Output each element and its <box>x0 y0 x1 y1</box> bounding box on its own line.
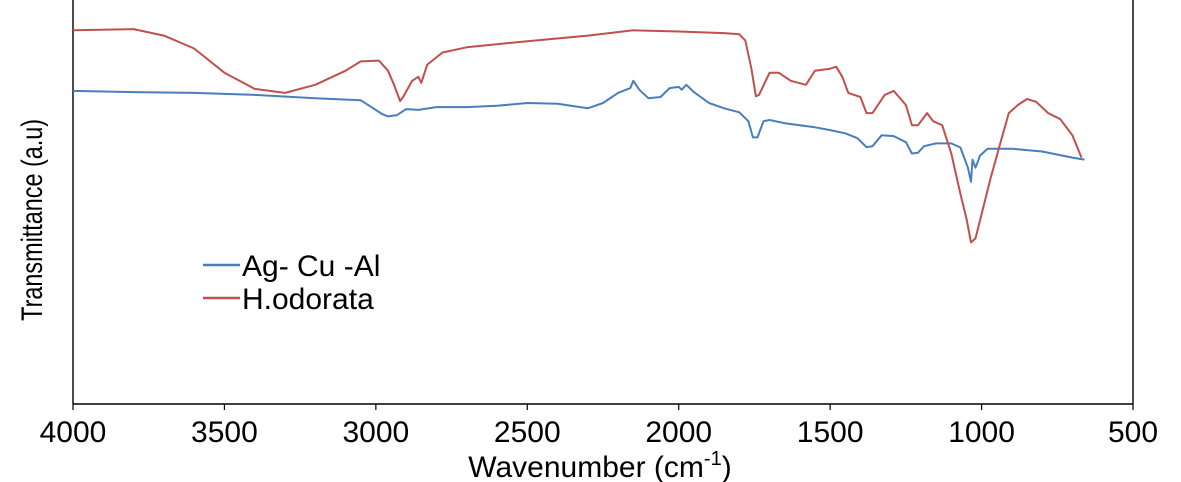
x-tick-label-3500: 3500 <box>191 416 258 449</box>
x-tick-label-500: 500 <box>1108 416 1158 449</box>
x-tick-label-2000: 2000 <box>645 416 712 449</box>
legend-label-ag-cu-al: Ag- Cu -Al <box>242 250 380 283</box>
legend-label-h-odorata: H.odorata <box>242 283 374 316</box>
x-tick-label-1000: 1000 <box>948 416 1015 449</box>
series-layer <box>72 28 1085 244</box>
x-ticks <box>72 404 1134 410</box>
x-axis-title: Wavenumber (cm-1) <box>468 448 731 482</box>
x-tick-label-4000: 4000 <box>40 416 107 449</box>
x-tick-label-3000: 3000 <box>342 416 409 449</box>
x-tick-labels: 4000 3500 3000 2500 2000 1500 1000 500 <box>40 416 1158 449</box>
plot-area <box>73 0 1133 404</box>
series-line-h-odorata <box>72 28 1083 244</box>
x-tick-label-2500: 2500 <box>494 416 561 449</box>
x-tick-label-1500: 1500 <box>797 416 864 449</box>
legend: Ag- Cu -Al H.odorata <box>203 250 380 316</box>
y-axis-title: Transmittance (a.u) <box>15 119 48 321</box>
series-line-ag-cu-al <box>72 79 1085 183</box>
